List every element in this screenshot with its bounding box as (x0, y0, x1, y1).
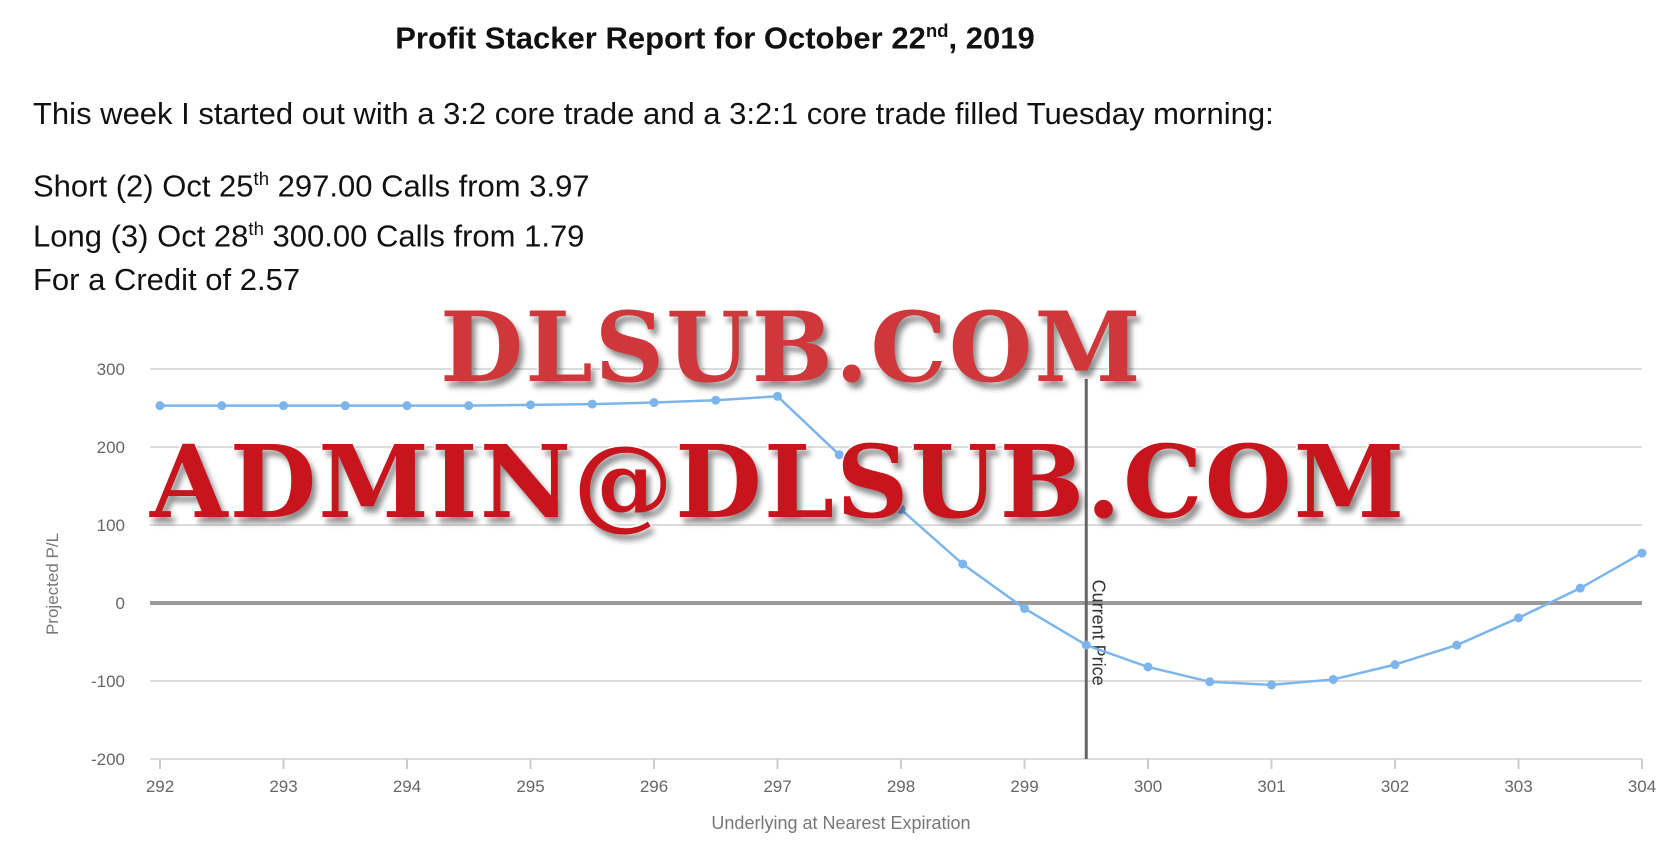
data-point (649, 398, 659, 408)
x-tick-label: 294 (393, 777, 421, 796)
data-point (155, 401, 165, 411)
x-axis-label: Underlying at Nearest Expiration (711, 813, 970, 833)
x-tick-label: 297 (763, 777, 791, 796)
x-tick-label: 296 (640, 777, 668, 796)
data-point (1081, 640, 1091, 650)
data-point (1205, 677, 1215, 687)
x-tick-label: 295 (516, 777, 544, 796)
data-point (834, 450, 844, 460)
x-tick-label: 301 (1257, 777, 1285, 796)
data-point (773, 391, 782, 401)
x-tick-label: 302 (1381, 777, 1409, 796)
data-point (1328, 674, 1338, 684)
y-tick-label: -200 (91, 750, 125, 769)
data-point (217, 401, 227, 411)
intro-text: This week I started out with a 3:2 core … (33, 96, 1274, 131)
x-tick-label: 304 (1628, 777, 1656, 796)
page-title: Profit Stacker Report for October 22nd, … (395, 20, 1035, 56)
data-point (340, 401, 350, 411)
y-tick-label: 100 (97, 516, 125, 535)
data-point (1020, 603, 1029, 613)
data-point (464, 401, 474, 411)
data-point (526, 400, 535, 410)
data-point (711, 395, 721, 405)
data-point (1637, 548, 1647, 558)
data-point (1452, 640, 1462, 650)
x-tick-label: 298 (887, 777, 915, 796)
data-point (896, 504, 906, 514)
current-price-label: Current Price (1088, 580, 1108, 686)
y-tick-label: 300 (97, 360, 125, 379)
y-tick-label: 200 (97, 438, 125, 457)
leg-short: Short (2) Oct 25th 297.00 Calls from 3.9… (33, 168, 590, 204)
y-axis-label: Projected P/L (43, 533, 62, 635)
watermark-line2: ADMIN@DLSUB.COM (148, 423, 1407, 541)
x-tick-label: 299 (1010, 777, 1038, 796)
x-tick-label: 303 (1504, 777, 1532, 796)
watermark-line1: DLSUB.COM (439, 291, 1143, 404)
data-point (1267, 680, 1276, 690)
data-point (1143, 662, 1153, 672)
data-point (1390, 660, 1400, 670)
leg-long: Long (3) Oct 28th 300.00 Calls from 1.79 (33, 218, 585, 254)
pl-chart: 300 200 100 0 -100 -200 292 293 294 295 296 297 298 2… (43, 360, 1656, 833)
data-point (587, 399, 597, 409)
data-point (402, 401, 412, 411)
x-tick-label: 293 (269, 777, 297, 796)
y-tick-label: -100 (91, 672, 125, 691)
credit-text: For a Credit of 2.57 (33, 262, 301, 297)
x-tick-label: 300 (1134, 777, 1162, 796)
data-point (279, 401, 288, 411)
y-tick-label: 0 (116, 594, 125, 613)
data-point (1575, 583, 1585, 593)
data-point (1514, 613, 1523, 623)
data-point (958, 559, 968, 569)
x-tick-label: 292 (146, 777, 174, 796)
